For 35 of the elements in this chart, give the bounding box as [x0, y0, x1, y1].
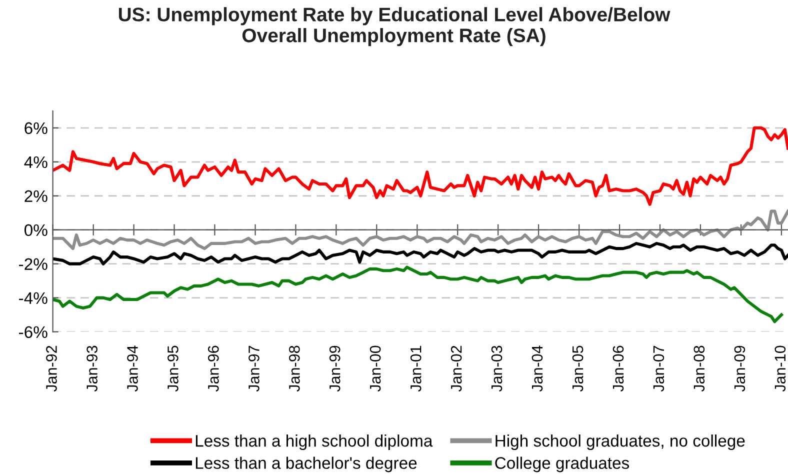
x-tick-label: Jan-01	[410, 346, 422, 392]
x-tick-label: Jan-05	[572, 346, 584, 392]
line-series	[52, 126, 788, 206]
y-tick-label: 0%	[24, 224, 48, 236]
y-tick-label: -2%	[19, 258, 48, 270]
x-tick-label: Jan-97	[248, 346, 260, 392]
x-tick-label: Jan-99	[329, 346, 340, 392]
x-tick-label: Jan-00	[370, 346, 381, 392]
x-tick-label: Jan-10	[774, 346, 786, 392]
x-tick-label: Jan-03	[491, 346, 502, 392]
x-tick-label: Jan-08	[694, 346, 705, 392]
line-series	[52, 210, 788, 250]
y-tick-label: 2%	[24, 190, 48, 202]
x-tick-label: Jan-93	[86, 346, 98, 392]
x-tick-label: Jan-95	[168, 346, 178, 392]
x-tick-label: Jan-02	[450, 346, 462, 392]
x-tick-label: Jan-07	[653, 346, 664, 392]
x-tick-label: Jan-04	[532, 346, 543, 392]
legend-label: Less than a bachelor's degree	[196, 456, 417, 472]
legend-label: Less than a high school diploma	[196, 434, 433, 450]
y-tick-label: 4%	[24, 156, 48, 168]
x-tick-label: Jan-94	[127, 346, 138, 392]
x-tick-label: Jan-96	[208, 346, 219, 392]
y-tick-label: -4%	[19, 292, 48, 304]
line-series	[52, 266, 783, 324]
legend-label: High school graduates, no college	[496, 434, 745, 450]
x-tick-label: Jan-98	[289, 346, 300, 392]
x-tick-label: Jan-06	[612, 346, 624, 392]
legend-label: College graduates	[495, 456, 630, 472]
x-tick-label: Jan-92	[46, 346, 57, 392]
y-tick-label: -6%	[19, 326, 48, 338]
y-tick-label: 6%	[24, 122, 48, 134]
line-series	[52, 242, 788, 266]
x-tick-label: Jan-09	[734, 346, 746, 392]
chart-title: US: Unemployment Rate by Educational Level Above/Below Overall Unemployment Rate (SA)	[118, 7, 670, 46]
